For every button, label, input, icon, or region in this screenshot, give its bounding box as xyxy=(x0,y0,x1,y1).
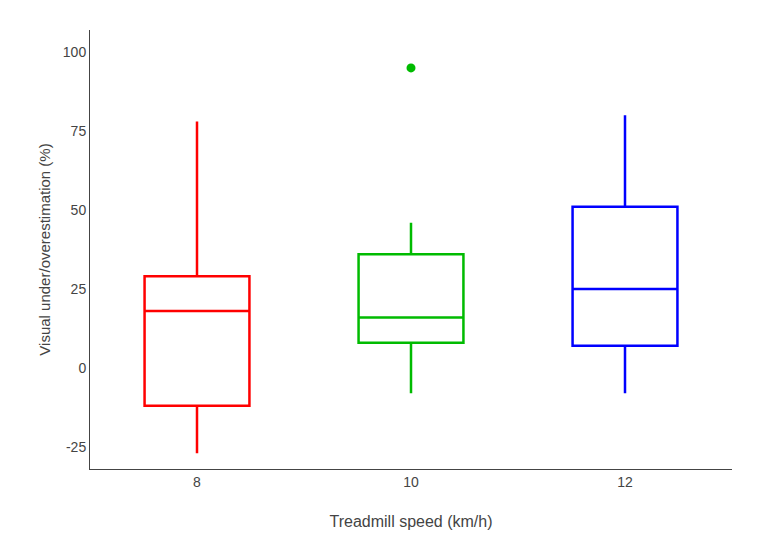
svg-text:50: 50 xyxy=(71,202,87,218)
svg-text:75: 75 xyxy=(71,123,87,139)
svg-text:0: 0 xyxy=(78,360,86,376)
svg-text:12: 12 xyxy=(617,474,633,490)
svg-text:10: 10 xyxy=(403,474,419,490)
svg-text:8: 8 xyxy=(193,474,201,490)
svg-text:Treadmill speed (km/h): Treadmill speed (km/h) xyxy=(329,513,492,530)
svg-text:-25: -25 xyxy=(66,439,86,455)
svg-text:25: 25 xyxy=(71,281,87,297)
svg-text:Visual under/overestimation (%: Visual under/overestimation (%) xyxy=(36,143,53,355)
svg-text:100: 100 xyxy=(63,44,87,60)
